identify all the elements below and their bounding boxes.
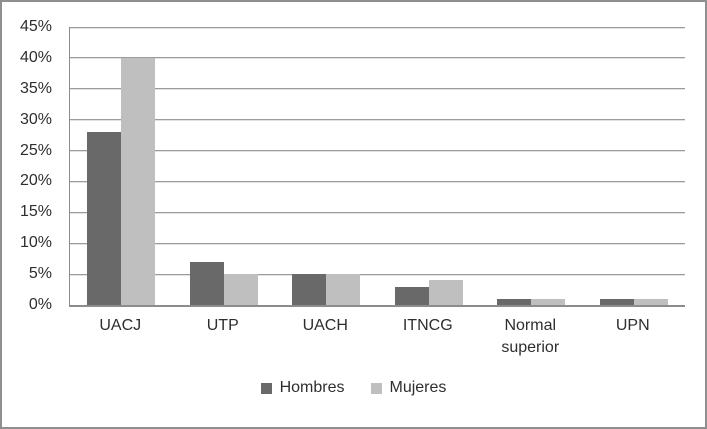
bar-mujeres-uacj — [121, 57, 156, 305]
y-tick-label: 25% — [19, 141, 52, 159]
legend-item-hombres: Hombres — [260, 379, 345, 397]
y-tick-label: 35% — [19, 79, 52, 97]
gridline — [70, 88, 685, 90]
gridline — [70, 26, 685, 28]
y-tick-label: 40% — [19, 48, 52, 66]
gridline — [70, 180, 685, 182]
gridline — [70, 211, 685, 213]
gridline — [70, 150, 685, 152]
bar-mujeres-utp — [223, 274, 258, 305]
y-tick-label: 5% — [28, 265, 52, 283]
y-tick-label: 45% — [19, 18, 52, 35]
legend-label: Hombres — [279, 379, 345, 396]
x-category-label: UPN — [615, 317, 650, 334]
plot-area — [69, 26, 685, 307]
y-tick-label: 15% — [19, 203, 52, 221]
y-tick-label: 0% — [28, 296, 52, 313]
bar-hombres-uacj — [87, 132, 122, 305]
gridline — [70, 57, 685, 59]
x-category-label: ITNCG — [402, 317, 453, 334]
bar-mujeres-itncg — [428, 280, 463, 305]
bar-hombres-normal-superior — [497, 298, 532, 305]
gridline — [70, 242, 685, 244]
bar-hombres-itncg — [394, 286, 429, 305]
legend-item-mujeres: Mujeres — [370, 379, 447, 397]
y-tick-label: 10% — [19, 234, 52, 252]
legend-label: Mujeres — [389, 379, 447, 396]
bar-hombres-upn — [599, 298, 634, 305]
legend-color-swatch — [260, 382, 272, 394]
bar-hombres-uach — [292, 274, 327, 305]
chart-legend: Hombres Mujeres — [2, 379, 705, 397]
legend-color-swatch — [370, 382, 382, 394]
bar-mujeres-upn — [633, 298, 668, 305]
y-tick-label: 20% — [19, 172, 52, 190]
bar-mujeres-normal-superior — [531, 298, 566, 305]
gridline — [70, 119, 685, 121]
x-category-label: Normal superior — [501, 317, 560, 356]
bar-hombres-utp — [189, 261, 224, 305]
x-category-label: UACJ — [99, 317, 142, 334]
gridline — [70, 273, 685, 275]
x-category-label: UACH — [302, 317, 348, 334]
y-tick-label: 30% — [19, 110, 52, 128]
bar-mujeres-uach — [326, 274, 361, 305]
x-category-label: UTP — [206, 317, 239, 334]
